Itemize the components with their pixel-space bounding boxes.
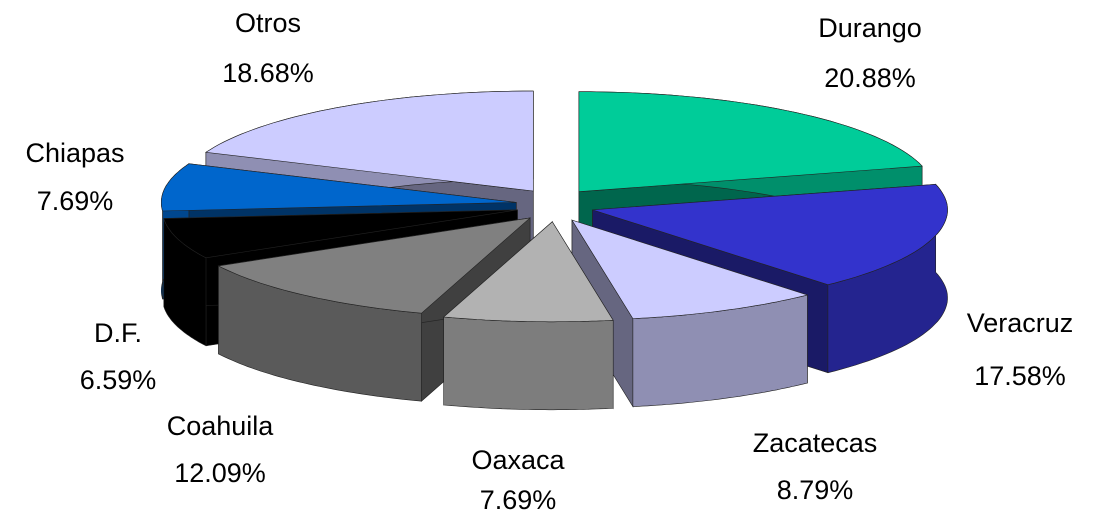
slice-top bbox=[163, 209, 518, 259]
slice-label: Coahuila bbox=[167, 411, 275, 441]
slice-label: D.F. bbox=[94, 318, 142, 348]
slice-label: Veracruz bbox=[967, 308, 1074, 338]
slice-top bbox=[571, 219, 809, 320]
slice-top bbox=[217, 217, 532, 314]
slice-label: Durango bbox=[818, 13, 922, 43]
value-label: 18.68% bbox=[222, 58, 314, 88]
slice-top bbox=[578, 91, 923, 193]
slice-top bbox=[205, 90, 534, 192]
slice-top bbox=[592, 183, 948, 286]
value-label: 8.79% bbox=[777, 475, 854, 505]
slice-top bbox=[442, 221, 614, 323]
slice-label: Otros bbox=[235, 8, 301, 38]
value-label: 20.88% bbox=[824, 63, 916, 93]
slice-wall bbox=[443, 316, 614, 411]
slice-top bbox=[161, 163, 517, 212]
value-label: 12.09% bbox=[174, 458, 266, 488]
value-label: 6.59% bbox=[80, 365, 157, 395]
value-label: 17.58% bbox=[974, 361, 1066, 391]
slice bbox=[442, 220, 614, 411]
slice bbox=[571, 219, 809, 408]
slice-label: Zacatecas bbox=[753, 428, 878, 458]
slice-label: Oaxaca bbox=[471, 445, 565, 475]
slice-label: Chiapas bbox=[25, 138, 124, 168]
value-label: 7.69% bbox=[480, 485, 557, 515]
value-label: 7.69% bbox=[37, 186, 114, 216]
